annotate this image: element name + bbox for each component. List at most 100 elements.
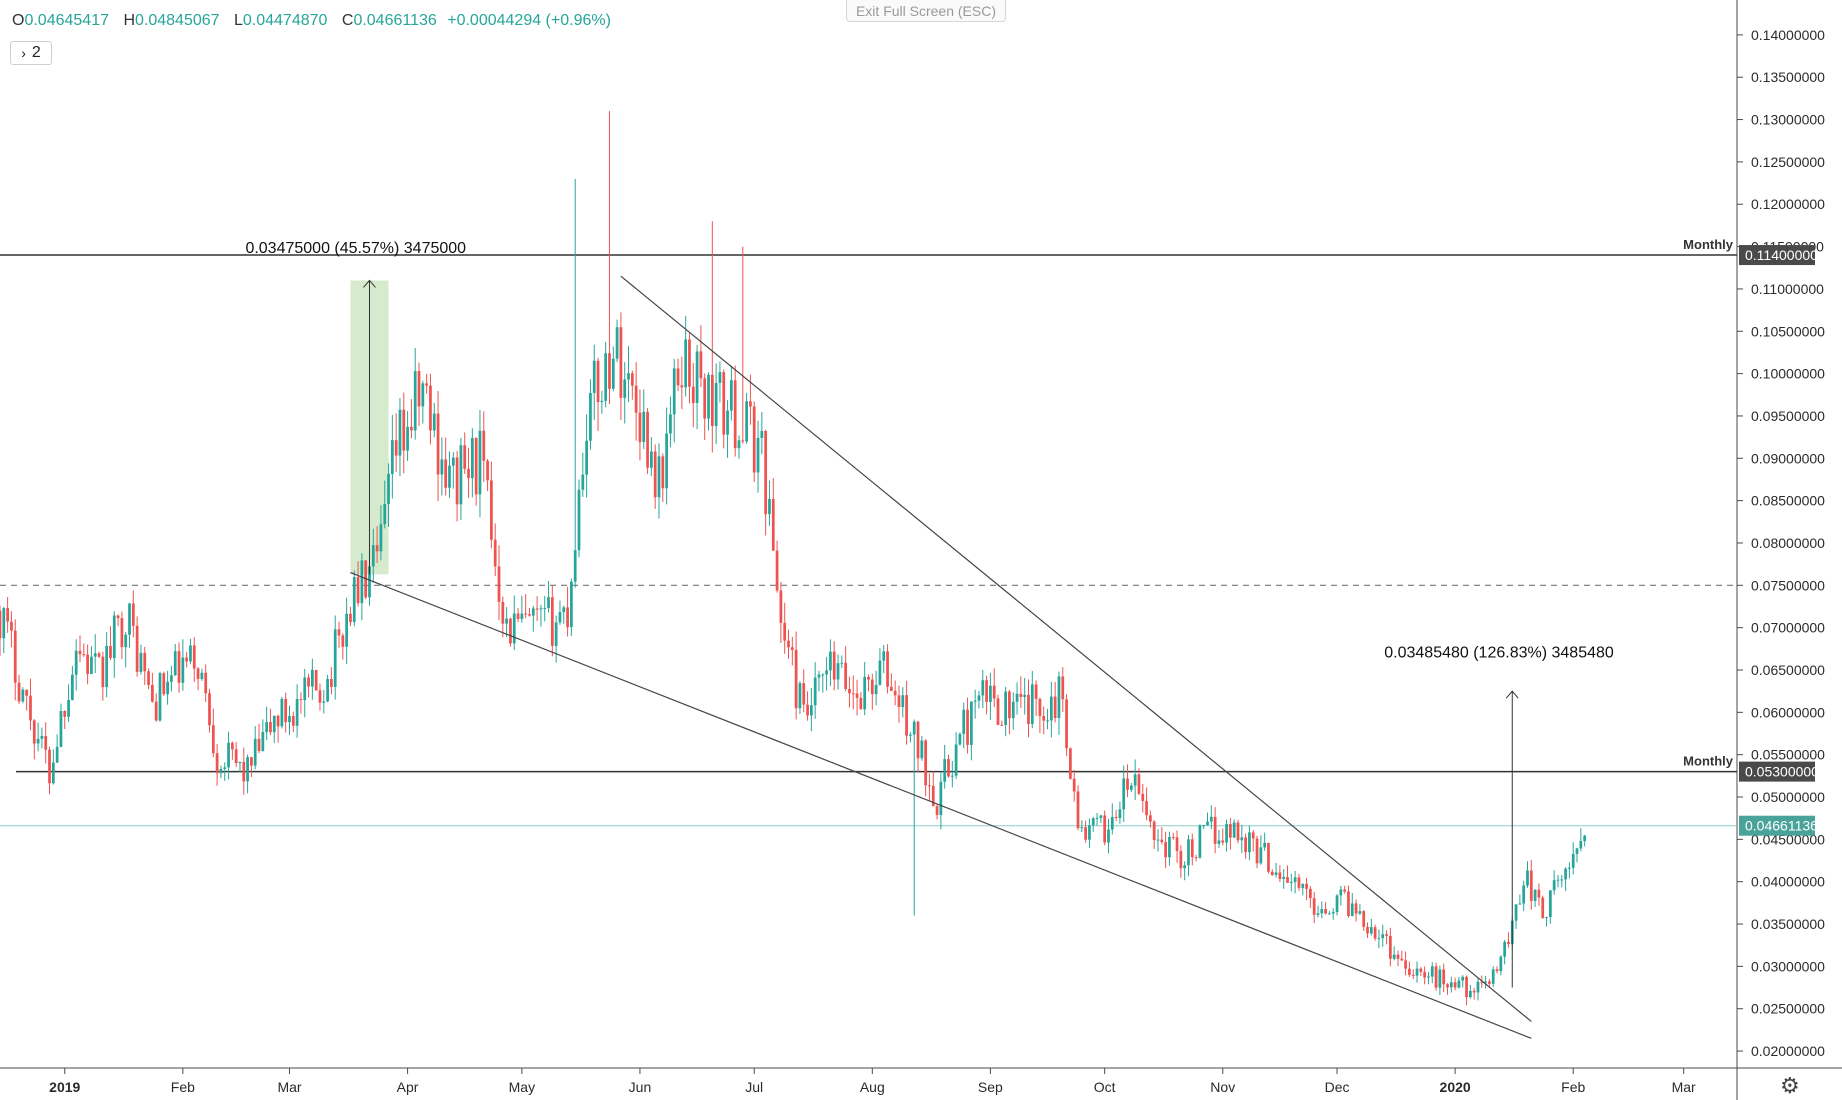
candle-body — [310, 669, 314, 687]
level-label: Monthly — [1683, 237, 1734, 252]
candle-body — [29, 695, 32, 721]
measure-label: 0.03485480 (126.83%) 3485480 — [1384, 644, 1614, 661]
x-tick-label: Jun — [629, 1079, 652, 1095]
candle-body — [375, 545, 379, 552]
candle-body — [1194, 857, 1198, 859]
candle-body — [947, 759, 950, 777]
candle-body — [455, 457, 459, 505]
candle-body — [387, 473, 390, 505]
candle-body — [406, 426, 409, 451]
candle-body — [1423, 971, 1427, 978]
candle-body — [669, 414, 672, 434]
candle-body — [512, 613, 516, 644]
x-tick-label: Feb — [1561, 1079, 1585, 1095]
candle-body — [1556, 879, 1560, 881]
candle-body — [973, 700, 977, 702]
chevron-right-icon: › — [21, 45, 26, 61]
candle-body — [1270, 871, 1274, 876]
candle-body — [143, 652, 147, 672]
trendline — [350, 572, 1532, 1039]
candle-body — [1072, 778, 1076, 792]
candle-body — [474, 438, 478, 495]
candle-body — [272, 715, 276, 733]
open-value: 0.04645417 — [24, 12, 109, 29]
candle-body — [650, 451, 653, 468]
candle-body — [1564, 868, 1567, 880]
candle-body — [440, 459, 444, 475]
candle-body — [771, 498, 775, 551]
candle-body — [676, 368, 680, 386]
candle-body — [1381, 934, 1385, 939]
y-tick-label: 0.09500000 — [1751, 408, 1825, 424]
candle-body — [1415, 968, 1419, 976]
candle-body — [1396, 954, 1400, 959]
candle-body — [208, 693, 211, 726]
candle-body — [1049, 696, 1053, 721]
candle-body — [1046, 720, 1049, 722]
candle-body — [341, 635, 345, 647]
candle-body — [691, 386, 695, 403]
candle-body — [326, 678, 329, 702]
candle-body — [962, 709, 966, 734]
y-tick-label: 0.02500000 — [1751, 1001, 1825, 1017]
candle-body — [478, 430, 482, 495]
candle-body — [989, 685, 992, 702]
candle-body — [570, 581, 573, 628]
candle-body — [832, 651, 836, 680]
candle-body — [1232, 822, 1236, 838]
candle-body — [51, 762, 55, 784]
candle-body — [749, 401, 752, 407]
candle-body — [889, 686, 893, 691]
candle-body — [1229, 824, 1232, 838]
y-tick-label: 0.06000000 — [1751, 704, 1825, 720]
candle-body — [451, 457, 455, 466]
candle-body — [1248, 832, 1251, 853]
candle-body — [124, 634, 128, 648]
candle-body — [1225, 824, 1228, 843]
y-tick-label: 0.12000000 — [1751, 196, 1825, 212]
candle-body — [6, 608, 9, 622]
candle-body — [463, 445, 467, 469]
candle-body — [916, 721, 920, 759]
collapse-indicators-button[interactable]: › 2 — [10, 41, 52, 65]
gear-icon[interactable]: ⚙ — [1780, 1073, 1800, 1098]
candle-body — [657, 456, 661, 498]
x-tick-label: Apr — [397, 1079, 419, 1095]
y-tick-label: 0.13000000 — [1751, 112, 1825, 128]
candle-body — [1514, 904, 1518, 921]
candle-body — [71, 674, 74, 700]
candle-body — [1575, 848, 1579, 854]
exit-fullscreen-button[interactable]: Exit Full Screen (ESC) — [846, 0, 1006, 22]
candle-body — [2, 608, 6, 639]
candle-body — [219, 768, 223, 774]
candle-body — [996, 698, 1000, 725]
candle-body — [848, 689, 851, 694]
candle-body — [977, 695, 981, 701]
candle-body — [718, 372, 722, 383]
candle-body — [1183, 865, 1187, 869]
candle-body — [1110, 816, 1114, 830]
candle-body — [74, 650, 78, 675]
candle-body — [1453, 982, 1457, 988]
candle-body — [215, 753, 219, 774]
candle-body — [413, 371, 417, 431]
measure-arrowhead — [1505, 690, 1519, 699]
y-tick-label: 0.14000000 — [1751, 27, 1825, 43]
candle-body — [1335, 895, 1339, 912]
candle-body — [128, 603, 131, 635]
candle-body — [790, 647, 794, 650]
candle-body — [920, 740, 924, 759]
candle-body — [234, 749, 238, 764]
candle-body — [44, 736, 48, 750]
candle-body — [227, 742, 230, 768]
candle-body — [550, 597, 554, 646]
candle-body — [878, 660, 882, 685]
candle-body — [1263, 842, 1267, 848]
candle-body — [825, 670, 828, 675]
candle-body — [1343, 889, 1347, 892]
candle-body — [32, 720, 36, 744]
candle-body — [950, 775, 954, 777]
candle-body — [672, 368, 676, 415]
